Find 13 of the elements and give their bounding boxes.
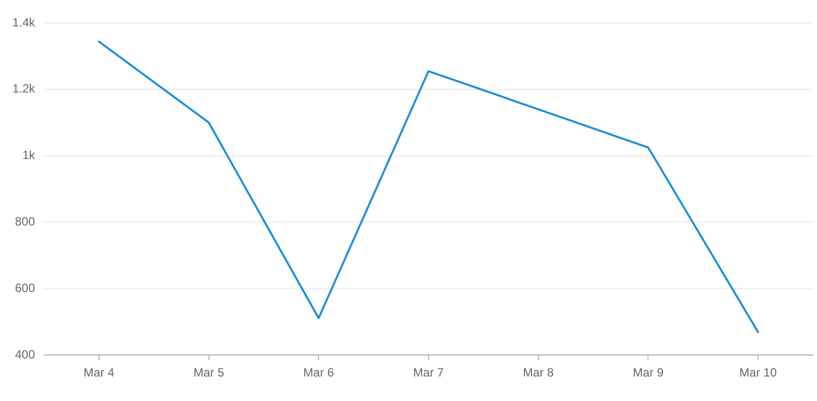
x-tick-label: Mar 6 — [303, 366, 334, 380]
x-tick-label: Mar 4 — [84, 366, 115, 380]
y-tick-label: 600 — [14, 280, 36, 295]
y-tick-label: 800 — [14, 214, 36, 229]
x-tick-label: Mar 7 — [413, 366, 444, 380]
x-tick-label: Mar 9 — [632, 366, 664, 380]
y-tick-label: 1.4k — [12, 15, 36, 30]
x-tick-label: Mar 10 — [739, 366, 778, 380]
y-tick-label: 400 — [14, 347, 36, 362]
y-tick-label: 1.2k — [12, 82, 36, 96]
x-tick-label: Mar 8 — [523, 366, 554, 380]
y-tick-label: 1k — [22, 148, 36, 162]
x-tick-label: Mar 5 — [193, 366, 224, 380]
